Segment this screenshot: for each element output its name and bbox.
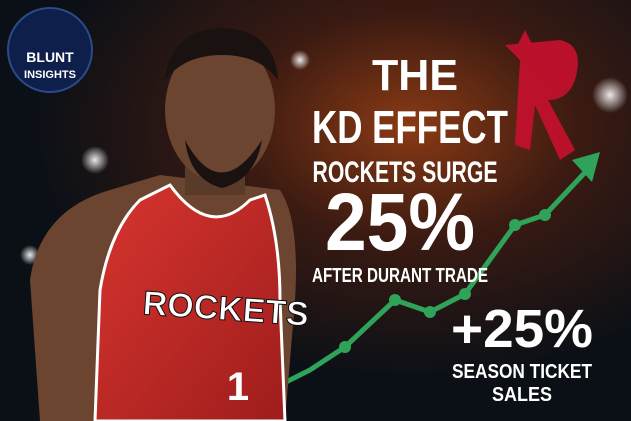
logo-line1: BLUNT — [26, 49, 74, 65]
stat-caption: AFTER DURANT TRADE — [312, 265, 488, 287]
jersey-number: 1 — [227, 365, 249, 409]
headline-line1: THE — [372, 51, 458, 100]
callout-line1: SEASON TICKET — [452, 361, 592, 383]
logo-badge: BLUNT INSIGHTS — [7, 7, 93, 93]
headline-line2: KD EFFECT — [312, 101, 508, 153]
subhead: ROCKETS SURGE — [313, 156, 498, 189]
logo-line2: INSIGHTS — [24, 69, 76, 81]
callout-value: +25% — [451, 299, 593, 359]
callout-line2: SALES — [492, 384, 552, 406]
player: ROCKETS 1 — [30, 28, 311, 421]
trend-line — [278, 152, 600, 388]
stat: 25% — [325, 177, 475, 268]
rockets-logo — [505, 30, 578, 160]
